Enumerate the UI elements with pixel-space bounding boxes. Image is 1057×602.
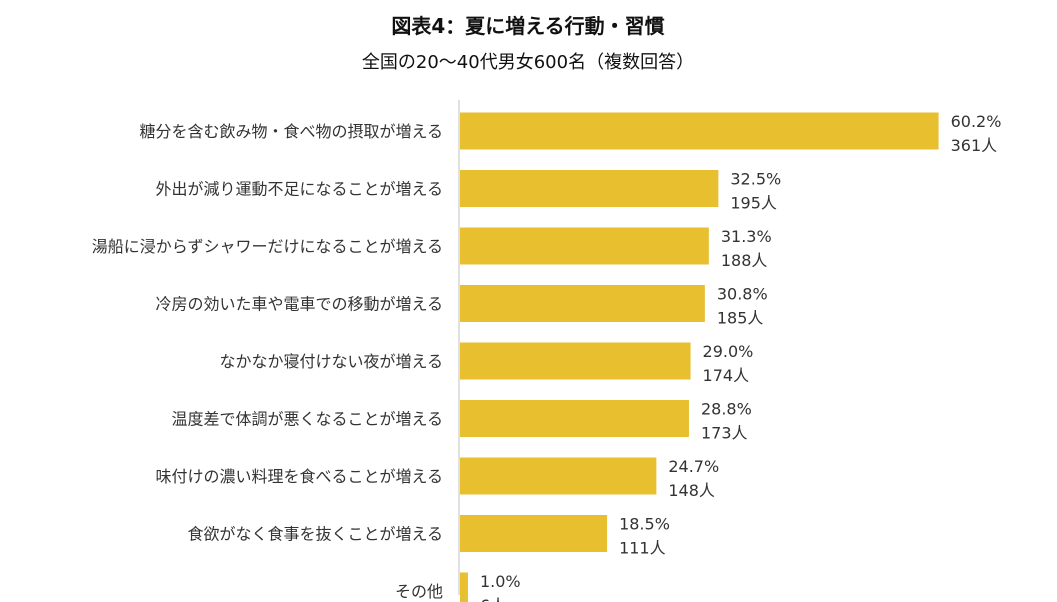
value-label: 24.7% — [668, 457, 719, 476]
value-label: 28.8% — [701, 400, 752, 419]
category-label: 温度差で体調が悪くなることが増える — [171, 410, 443, 429]
count-label: 111人 — [619, 539, 666, 558]
bar — [460, 227, 709, 265]
count-label: 185人 — [717, 309, 764, 328]
bar — [460, 457, 657, 495]
category-label: その他 — [395, 582, 443, 601]
value-label: 1.0% — [480, 572, 521, 591]
category-label: 味付けの濃い料理を食べることが増える — [155, 467, 443, 486]
category-label: 湯船に浸からずシャワーだけになることが増える — [92, 237, 443, 256]
value-label: 31.3% — [721, 227, 772, 246]
value-label: 32.5% — [730, 170, 781, 189]
count-label: 174人 — [703, 366, 750, 385]
bar — [460, 342, 691, 380]
count-label: 173人 — [701, 424, 748, 443]
count-label: 148人 — [668, 481, 715, 500]
value-label: 29.0% — [703, 342, 754, 361]
bar — [460, 170, 719, 207]
count-label: 195人 — [730, 194, 777, 213]
category-label: なかなか寝付けない夜が増える — [219, 352, 443, 371]
bar — [460, 112, 939, 150]
category-label: 冷房の効いた車や電車での移動が増える — [155, 295, 443, 314]
category-label: 糖分を含む飲み物・食べ物の摂取が増える — [139, 122, 443, 141]
value-label: 18.5% — [619, 515, 670, 534]
bar — [460, 400, 689, 437]
count-label: 6人 — [480, 596, 506, 602]
bar — [460, 572, 468, 602]
count-label: 188人 — [721, 251, 768, 270]
bar — [460, 515, 608, 552]
chart-title: 図表4：夏に増える行動・習慣 — [391, 14, 664, 38]
category-label: 食欲がなく食事を抜くことが増える — [187, 525, 443, 544]
bar — [460, 285, 705, 322]
value-label: 60.2% — [951, 112, 1002, 131]
category-label: 外出が減り運動不足になることが増える — [155, 180, 443, 199]
plot-area: 糖分を含む飲み物・食べ物の摂取が増える 60.2% 361人外出が減り運動不足になる… — [92, 100, 1002, 602]
count-label: 361人 — [951, 136, 998, 155]
value-label: 30.8% — [717, 285, 768, 304]
chart-subtitle: 全国の20～40代男女600名（複数回答） — [362, 52, 694, 73]
